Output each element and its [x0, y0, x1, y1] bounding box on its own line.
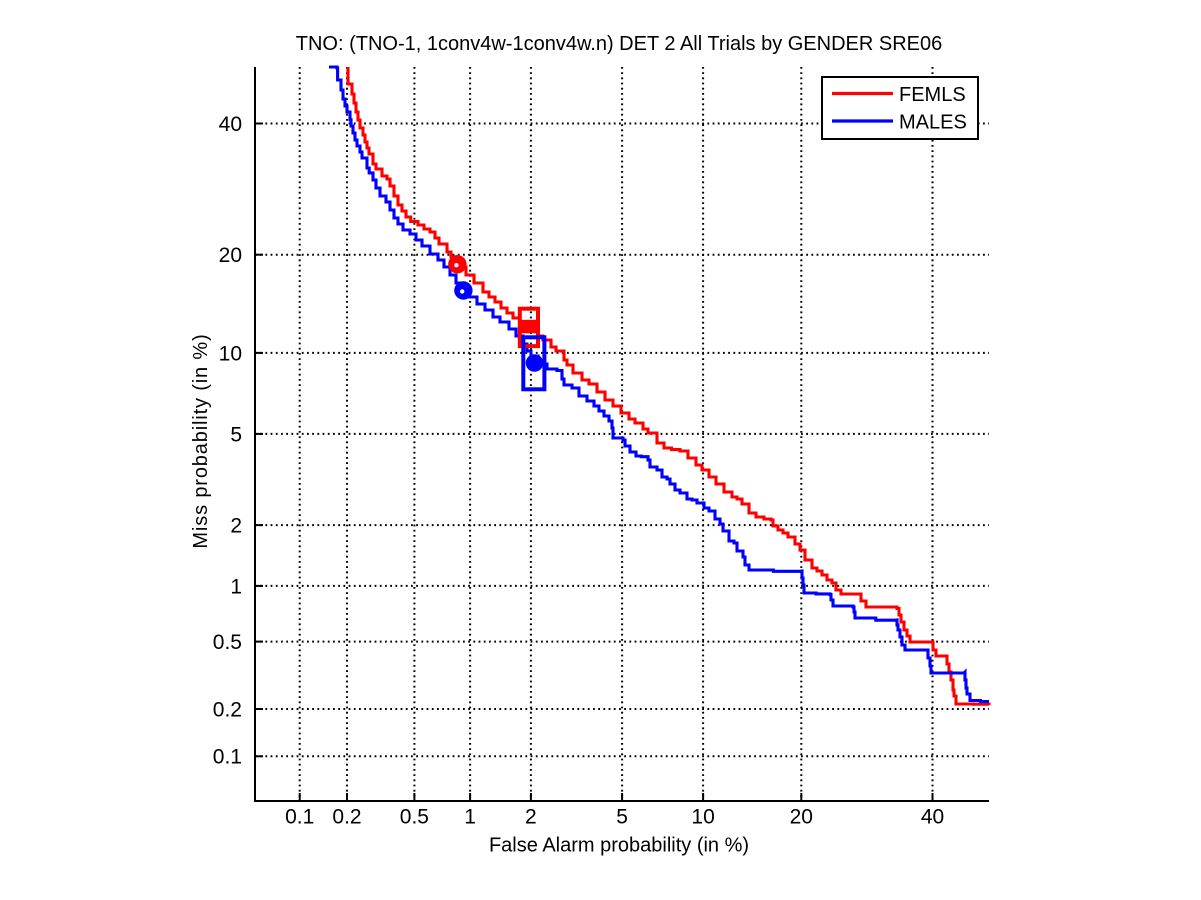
svg-text:False Alarm probability (in %): False Alarm probability (in %)	[489, 835, 749, 857]
svg-text:0.5: 0.5	[400, 806, 429, 829]
svg-text:20: 20	[219, 244, 242, 267]
svg-text:MALES: MALES	[899, 111, 967, 133]
svg-text:20: 20	[790, 806, 813, 829]
svg-text:0.5: 0.5	[213, 631, 242, 654]
svg-text:Miss probability (in %): Miss probability (in %)	[190, 333, 212, 548]
svg-text:40: 40	[921, 806, 944, 829]
svg-text:TNO: (TNO-1, 1conv4w-1conv4w.n: TNO: (TNO-1, 1conv4w-1conv4w.n) DET 2 Al…	[296, 33, 943, 55]
svg-text:40: 40	[219, 113, 242, 136]
svg-text:10: 10	[219, 342, 242, 365]
svg-text:0.1: 0.1	[285, 806, 314, 829]
svg-text:0.2: 0.2	[332, 806, 361, 829]
svg-text:FEMLS: FEMLS	[899, 84, 966, 106]
svg-text:10: 10	[691, 806, 714, 829]
svg-text:5: 5	[616, 806, 628, 829]
svg-text:1: 1	[230, 575, 242, 598]
svg-text:2: 2	[230, 515, 242, 538]
svg-text:2: 2	[525, 806, 537, 829]
svg-text:0.2: 0.2	[213, 698, 242, 721]
svg-text:1: 1	[464, 806, 476, 829]
svg-text:0.1: 0.1	[213, 746, 242, 769]
svg-text:5: 5	[230, 423, 242, 446]
